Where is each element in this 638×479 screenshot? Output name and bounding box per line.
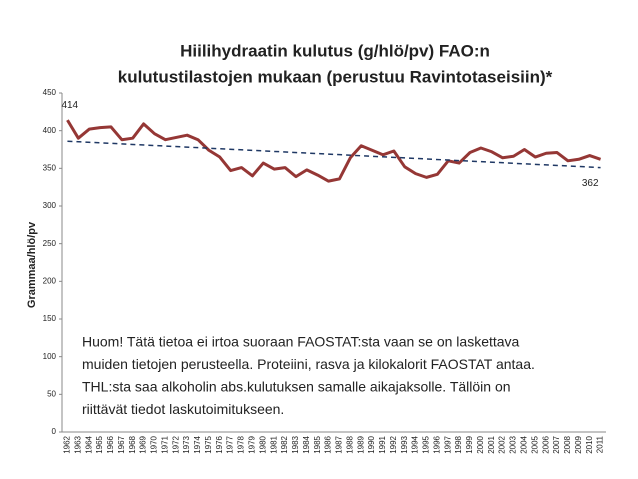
- x-tick-label: 2005: [530, 435, 539, 453]
- data-label: 362: [582, 178, 599, 189]
- x-tick-label: 1973: [182, 435, 191, 453]
- x-tick-label: 1993: [400, 435, 409, 453]
- y-tick-label: 50: [47, 389, 56, 398]
- x-tick-label: 1985: [313, 435, 322, 453]
- x-tick-label: 2006: [541, 435, 550, 453]
- chart-title: kulutustilastojen mukaan (perustuu Ravin…: [118, 67, 553, 86]
- y-tick-label: 200: [43, 276, 57, 285]
- x-tick-label: 2010: [585, 435, 594, 453]
- y-tick-label: 0: [52, 427, 57, 436]
- x-tick-label: 1966: [106, 435, 115, 453]
- x-tick-label: 1964: [84, 435, 93, 453]
- x-tick-label: 2008: [563, 435, 572, 453]
- x-tick-label: 1982: [280, 435, 289, 453]
- x-tick-label: 1983: [291, 435, 300, 453]
- x-tick-label: 1987: [335, 435, 344, 453]
- x-tick-label: 1981: [269, 435, 278, 453]
- y-tick-label: 150: [43, 314, 57, 323]
- x-tick-label: 1970: [150, 435, 159, 453]
- x-tick-label: 1994: [411, 435, 420, 453]
- x-tick-label: 2004: [520, 435, 529, 453]
- x-tick-label: 1975: [204, 435, 213, 453]
- x-tick-label: 1963: [73, 435, 82, 453]
- data-label: 414: [61, 100, 78, 111]
- x-tick-label: 1962: [63, 435, 72, 453]
- x-tick-label: 1969: [139, 435, 148, 453]
- trend-line: [67, 140, 601, 169]
- x-tick-label: 1984: [302, 435, 311, 453]
- y-tick-label: 450: [43, 88, 57, 97]
- y-tick-label: 400: [43, 126, 57, 135]
- x-tick-label: 1976: [215, 435, 224, 453]
- note-text: muiden tietojen perusteella. Proteiini, …: [82, 356, 535, 372]
- y-tick-label: 300: [43, 201, 57, 210]
- note-text: Huom! Tätä tietoa ei irtoa suoraan FAOST…: [82, 334, 520, 350]
- x-tick-label: 1978: [237, 435, 246, 453]
- y-axis-title: Grammaa/hlö/pv: [26, 221, 38, 308]
- x-tick-label: 2000: [476, 435, 485, 453]
- x-tick-label: 1988: [345, 435, 354, 453]
- x-tick-label: 1990: [367, 435, 376, 453]
- x-tick-label: 1986: [324, 435, 333, 453]
- x-tick-label: 1989: [356, 435, 365, 453]
- x-tick-label: 1996: [432, 435, 441, 453]
- y-tick-label: 250: [43, 239, 57, 248]
- x-tick-label: 1971: [160, 435, 169, 453]
- x-tick-label: 1995: [422, 435, 431, 453]
- x-tick-label: 1999: [465, 435, 474, 453]
- x-tick-label: 1997: [443, 435, 452, 453]
- note-text: THL:sta saa alkoholin abs.kulutuksen sam…: [82, 379, 511, 395]
- x-tick-label: 1974: [193, 435, 202, 453]
- x-tick-label: 1992: [389, 435, 398, 453]
- x-tick-label: 1979: [248, 435, 257, 453]
- y-tick-label: 350: [43, 163, 57, 172]
- x-tick-label: 1977: [226, 435, 235, 453]
- x-tick-label: 2011: [596, 435, 605, 453]
- note-text: riittävät tiedot laskutoimitukseen.: [82, 401, 284, 417]
- x-tick-label: 2009: [574, 435, 583, 453]
- x-tick-label: 2007: [552, 435, 561, 453]
- x-tick-label: 2003: [509, 435, 518, 453]
- data-line: [66, 119, 602, 183]
- x-tick-label: 1967: [117, 435, 126, 453]
- x-tick-label: 1972: [171, 435, 180, 453]
- x-tick-label: 1980: [258, 435, 267, 453]
- x-tick-label: 1991: [378, 435, 387, 453]
- x-tick-label: 1968: [128, 435, 137, 453]
- x-tick-label: 2001: [487, 435, 496, 453]
- x-tick-label: 1998: [454, 435, 463, 453]
- chart-title: Hiilihydraatin kulutus (g/hlö/pv) FAO:n: [180, 41, 490, 60]
- x-tick-label: 2002: [498, 435, 507, 453]
- y-tick-label: 100: [43, 352, 57, 361]
- x-tick-label: 1965: [95, 435, 104, 453]
